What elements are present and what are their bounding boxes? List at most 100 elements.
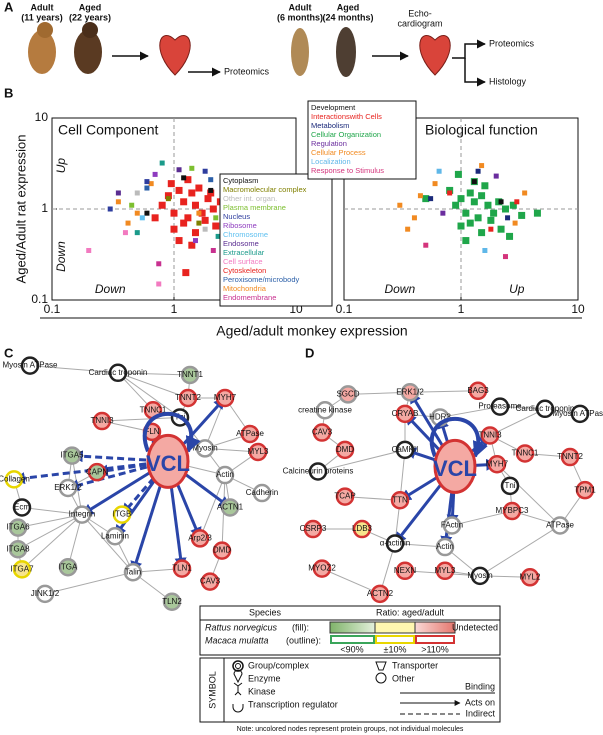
network-node xyxy=(62,446,82,465)
scatter-point xyxy=(432,181,438,187)
node-label: CAV3 xyxy=(312,428,333,437)
node-label: ITGA8 xyxy=(6,544,30,553)
scatter-point xyxy=(134,190,140,196)
network-node xyxy=(535,399,555,419)
y-tick-label: 1 xyxy=(41,201,48,215)
legend-text: Transporter xyxy=(392,660,438,670)
node-label: BAG3 xyxy=(467,386,489,395)
legend-text: Species xyxy=(249,607,282,617)
network-node xyxy=(248,442,268,462)
network-node xyxy=(12,498,32,517)
y-tick-label: 10 xyxy=(35,110,49,124)
panel-label: C xyxy=(4,345,14,360)
scatter-point xyxy=(501,205,509,213)
edge xyxy=(317,449,406,472)
legend-entry: Cytoplasm xyxy=(223,176,258,185)
network-node xyxy=(435,561,455,581)
swatch xyxy=(415,635,455,644)
node-label: Actin xyxy=(436,542,454,551)
network-node xyxy=(502,501,522,521)
scatter-point xyxy=(522,190,528,196)
scatter-point xyxy=(502,254,508,260)
scatter-point xyxy=(405,226,411,232)
legend-entry: Cellular Process xyxy=(311,148,366,157)
node-label: MYOZ2 xyxy=(308,564,336,573)
scatter-point xyxy=(428,196,434,202)
scatter-point xyxy=(115,199,121,205)
scatter-point xyxy=(466,189,474,197)
network-node xyxy=(92,411,112,431)
legend-text: Group/complex xyxy=(248,660,310,670)
scatter-point xyxy=(201,216,209,224)
edge xyxy=(321,568,381,595)
scatter-point xyxy=(212,222,220,230)
edge xyxy=(439,406,501,418)
scatter-point xyxy=(86,247,92,253)
label: cardiogram xyxy=(397,18,442,28)
network-node xyxy=(560,447,580,467)
scatter-point xyxy=(144,185,150,191)
legend-entry: Endosome xyxy=(223,239,259,248)
legend-entry: Mitochondria xyxy=(223,284,267,293)
edge xyxy=(17,514,83,550)
network-node xyxy=(442,516,462,535)
edge xyxy=(21,506,83,516)
legend-text: <90% xyxy=(340,644,363,654)
network-node xyxy=(433,438,477,494)
label: (11 years) xyxy=(21,12,63,22)
edge xyxy=(117,372,189,399)
node-label: CRYAB xyxy=(392,409,419,418)
network-node xyxy=(575,480,595,500)
network-node xyxy=(370,584,390,604)
network-node xyxy=(87,462,107,482)
edge xyxy=(117,372,191,376)
symbol-icon xyxy=(375,672,387,684)
node-label: Actin xyxy=(216,470,234,479)
node-label: MYL2 xyxy=(520,572,541,581)
node-label: MYL3 xyxy=(248,447,269,456)
annotation: Up xyxy=(509,282,525,296)
legend-entry: Response to Stimulus xyxy=(311,166,384,175)
edge xyxy=(44,571,134,595)
network-node xyxy=(480,426,500,445)
network-node xyxy=(58,478,78,498)
network-node xyxy=(400,382,420,402)
legend-entry: Chromosome xyxy=(223,230,268,239)
edge xyxy=(81,514,134,573)
network-node xyxy=(105,526,125,546)
x-tick-label: 1 xyxy=(171,302,178,316)
scatter-point xyxy=(198,209,206,217)
edge xyxy=(479,525,561,577)
scatter-point xyxy=(466,219,474,227)
annotation: Down xyxy=(95,282,126,296)
legend-entry: Plasma membrane xyxy=(223,203,286,212)
network-node xyxy=(200,572,220,591)
node-label: ACTN1 xyxy=(217,503,244,512)
scatter-point xyxy=(452,201,460,209)
node-label: SGCD xyxy=(336,390,359,399)
scatter-point xyxy=(478,229,486,237)
x-tick-label: 0.1 xyxy=(44,302,61,316)
scatter-point xyxy=(139,215,145,221)
node-label: TNNT1 xyxy=(177,370,203,379)
scatter-point xyxy=(474,214,482,222)
network-node xyxy=(550,516,570,535)
network-node xyxy=(470,566,490,586)
legend-entry: Interactionswith Cells xyxy=(311,112,382,121)
node-label: TLN2 xyxy=(162,597,182,606)
legend-entry: Development xyxy=(311,103,356,112)
scatter-point xyxy=(423,242,429,248)
network-node xyxy=(8,539,28,559)
annotation: Up xyxy=(54,158,68,174)
network-node xyxy=(435,537,455,557)
node-label: TNNT2 xyxy=(557,452,583,461)
chart-title: Cell Component xyxy=(58,122,158,138)
scatter-point xyxy=(134,230,140,236)
scatter-point xyxy=(134,210,140,216)
legend-frame xyxy=(219,173,333,307)
scatter-point xyxy=(167,180,175,188)
scatter-point xyxy=(462,237,470,245)
scatter-point xyxy=(191,229,199,237)
network-node xyxy=(35,584,55,604)
scatter-point xyxy=(156,261,162,267)
